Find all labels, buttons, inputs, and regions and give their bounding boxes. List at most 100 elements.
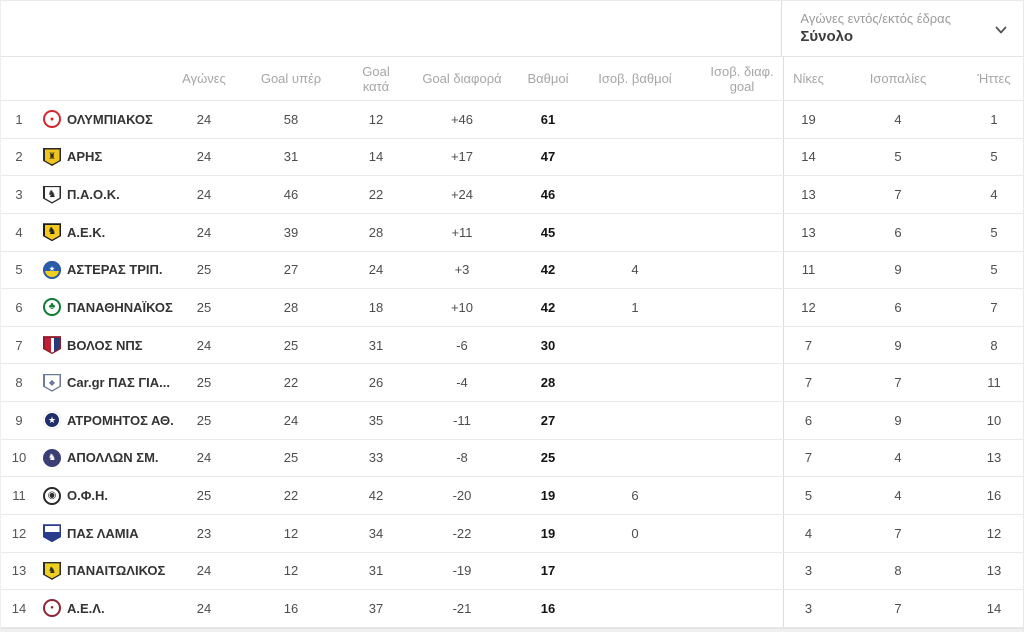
team-logo-icon: ★ bbox=[43, 411, 61, 430]
team-logo-fill bbox=[44, 375, 60, 391]
rank-cell: 10 bbox=[11, 450, 27, 466]
team-logo-icon bbox=[43, 524, 61, 543]
standings-rows: 1 ● ΟΛΥΜΠΙΑΚΟΣ 24 58 12 +46 61 19 4 1 2 … bbox=[1, 101, 1023, 628]
logo-cell: ★ bbox=[37, 411, 67, 430]
rank-cell: 2 bbox=[15, 149, 23, 165]
team-logo-glyph: ♞ bbox=[47, 226, 57, 238]
cell-games: 24 bbox=[196, 111, 212, 127]
cell-wins: 7 bbox=[783, 364, 833, 401]
cell-points: 46 bbox=[540, 187, 556, 203]
team-logo-icon: ● bbox=[43, 599, 61, 618]
logo-cell bbox=[37, 524, 67, 543]
cell-losses: 12 bbox=[986, 525, 1002, 541]
team-name: Π.Α.Ο.Κ. bbox=[67, 187, 120, 203]
team-logo-icon: ♣ bbox=[43, 298, 61, 317]
team-logo-fill bbox=[44, 149, 60, 165]
team-name: ΟΛΥΜΠΙΑΚΟΣ bbox=[67, 111, 153, 127]
cell-games: 25 bbox=[196, 375, 212, 391]
team-logo-fill bbox=[44, 525, 60, 541]
cell-goals-against: 14 bbox=[368, 149, 384, 165]
header-goals-for: Goal υπέρ bbox=[260, 71, 322, 86]
logo-cell: ● bbox=[37, 599, 67, 618]
team-name: Α.Ε.Κ. bbox=[67, 224, 106, 240]
team-logo-glyph: ★ bbox=[47, 414, 57, 425]
chevron-down-icon bbox=[995, 26, 1007, 34]
cell-losses: 11 bbox=[987, 375, 1001, 391]
cell-goal-diff: +3 bbox=[454, 262, 470, 278]
team-logo-icon: ♞ bbox=[43, 448, 61, 467]
team-name: Car.gr ΠΑΣ ΓΙΑ... bbox=[67, 375, 171, 391]
cell-wins: 13 bbox=[783, 213, 833, 251]
team-logo-icon: ♜ bbox=[43, 147, 61, 166]
cell-draws: 7 bbox=[894, 525, 902, 541]
cell-goals-for: 12 bbox=[283, 563, 299, 579]
team-row[interactable]: 8 ◆ Car.gr ΠΑΣ ΓΙΑ... 25 22 26 -4 28 7 7… bbox=[1, 364, 1023, 402]
topbar: Αγώνες εντός/εκτός έδρας Σύνολο bbox=[1, 1, 1023, 57]
cell-goals-for: 31 bbox=[283, 149, 299, 165]
cell-tiebreak-points: 0 bbox=[631, 525, 639, 541]
logo-cell: ◆ bbox=[37, 373, 67, 392]
team-row[interactable]: 4 ♞ Α.Ε.Κ. 24 39 28 +11 45 13 6 5 bbox=[1, 213, 1023, 252]
cell-losses: 1 bbox=[990, 111, 998, 127]
rank-cell: 13 bbox=[11, 563, 27, 579]
team-row[interactable]: 13 ♞ ΠΑΝΑΙΤΩΛΙΚΟΣ 24 12 31 -19 17 3 8 13 bbox=[1, 552, 1023, 591]
team-row[interactable]: 9 ★ ΑΤΡΟΜΗΤΟΣ ΑΘ. 25 24 35 -11 27 6 9 10 bbox=[1, 402, 1023, 440]
header-goals-against: Goal κατά bbox=[362, 63, 390, 94]
cell-goals-against: 12 bbox=[368, 111, 384, 127]
logo-cell: ♜ bbox=[37, 147, 67, 166]
cell-points: 19 bbox=[540, 488, 556, 504]
cell-games: 24 bbox=[196, 600, 212, 616]
cell-wins: 4 bbox=[783, 514, 833, 552]
team-row[interactable]: 11 ◉ Ο.Φ.Η. 25 22 42 -20 19 6 5 4 16 bbox=[1, 477, 1023, 515]
team-row[interactable]: 6 ♣ ΠΑΝΑΘΗΝΑΪΚΟΣ 25 28 18 +10 42 1 12 6 … bbox=[1, 289, 1023, 327]
team-logo-icon: ◉ bbox=[43, 486, 61, 505]
team-logo-glyph: ● bbox=[50, 605, 54, 612]
team-row[interactable]: 3 ♞ Π.Α.Ο.Κ. 24 46 22 +24 46 13 7 4 bbox=[1, 176, 1023, 214]
team-logo-glyph: ♣ bbox=[48, 301, 56, 313]
cell-wins: 12 bbox=[783, 289, 833, 326]
rank-cell: 6 bbox=[15, 299, 23, 315]
team-logo-glyph: ♞ bbox=[47, 452, 57, 463]
team-logo-glyph: ♞ bbox=[47, 565, 57, 576]
cell-draws: 4 bbox=[894, 488, 902, 504]
team-logo-icon: ♞ bbox=[43, 561, 61, 580]
cell-points: 61 bbox=[540, 111, 556, 127]
cell-goals-against: 31 bbox=[368, 337, 384, 353]
cell-games: 25 bbox=[196, 488, 212, 504]
team-row[interactable]: 12 ΠΑΣ ΛΑΜΙΑ 23 12 34 -22 19 0 4 7 12 bbox=[1, 514, 1023, 553]
cell-wins: 7 bbox=[783, 326, 833, 364]
team-row[interactable]: 10 ♞ ΑΠΟΛΛΩΝ ΣΜ. 24 25 33 -8 25 7 4 13 bbox=[1, 439, 1023, 478]
logo-cell: ♞ bbox=[37, 561, 67, 580]
team-row[interactable]: 7 ΒΟΛΟΣ ΝΠΣ 24 25 31 -6 30 7 9 8 bbox=[1, 326, 1023, 365]
cell-games: 24 bbox=[196, 149, 212, 165]
team-logo-glyph: ◉ bbox=[47, 489, 57, 501]
cell-goals-for: 12 bbox=[283, 525, 299, 541]
home-away-filter-dropdown[interactable]: Αγώνες εντός/εκτός έδρας Σύνολο bbox=[781, 1, 1023, 56]
filter-selected-value: Σύνολο bbox=[800, 28, 853, 45]
header-losses: Ήττες bbox=[977, 71, 1011, 86]
cell-games: 25 bbox=[196, 412, 212, 428]
team-row[interactable]: 1 ● ΟΛΥΜΠΙΑΚΟΣ 24 58 12 +46 61 19 4 1 bbox=[1, 101, 1023, 139]
logo-cell: ♣ bbox=[37, 298, 67, 317]
team-logo-icon: ♞ bbox=[43, 185, 61, 204]
cell-games: 24 bbox=[196, 337, 212, 353]
team-row[interactable]: 2 ♜ ΑΡΗΣ 24 31 14 +17 47 14 5 5 bbox=[1, 138, 1023, 177]
logo-cell bbox=[37, 336, 67, 355]
cell-draws: 7 bbox=[894, 187, 902, 203]
rank-cell: 14 bbox=[11, 600, 27, 616]
cell-draws: 5 bbox=[894, 149, 902, 165]
logo-cell: ★ bbox=[37, 260, 67, 279]
team-name: ΑΤΡΟΜΗΤΟΣ ΑΘ. bbox=[67, 412, 174, 428]
cell-goals-against: 26 bbox=[368, 375, 384, 391]
table-header-row: Αγώνες Goal υπέρ Goal κατά Goal διαφορά … bbox=[1, 57, 1023, 101]
cell-wins: 3 bbox=[783, 590, 833, 627]
cell-points: 19 bbox=[540, 525, 556, 541]
team-row[interactable]: 14 ● Α.Ε.Λ. 24 16 37 -21 16 3 7 14 bbox=[1, 590, 1023, 628]
team-logo-icon: ◆ bbox=[43, 373, 61, 392]
cell-games: 25 bbox=[196, 299, 212, 315]
cell-draws: 9 bbox=[894, 262, 902, 278]
cell-losses: 5 bbox=[990, 149, 998, 165]
team-row[interactable]: 5 ★ ΑΣΤΕΡΑΣ ΤΡΙΠ. 25 27 24 +3 42 4 11 9 … bbox=[1, 251, 1023, 290]
header-games: Αγώνες bbox=[182, 71, 226, 86]
